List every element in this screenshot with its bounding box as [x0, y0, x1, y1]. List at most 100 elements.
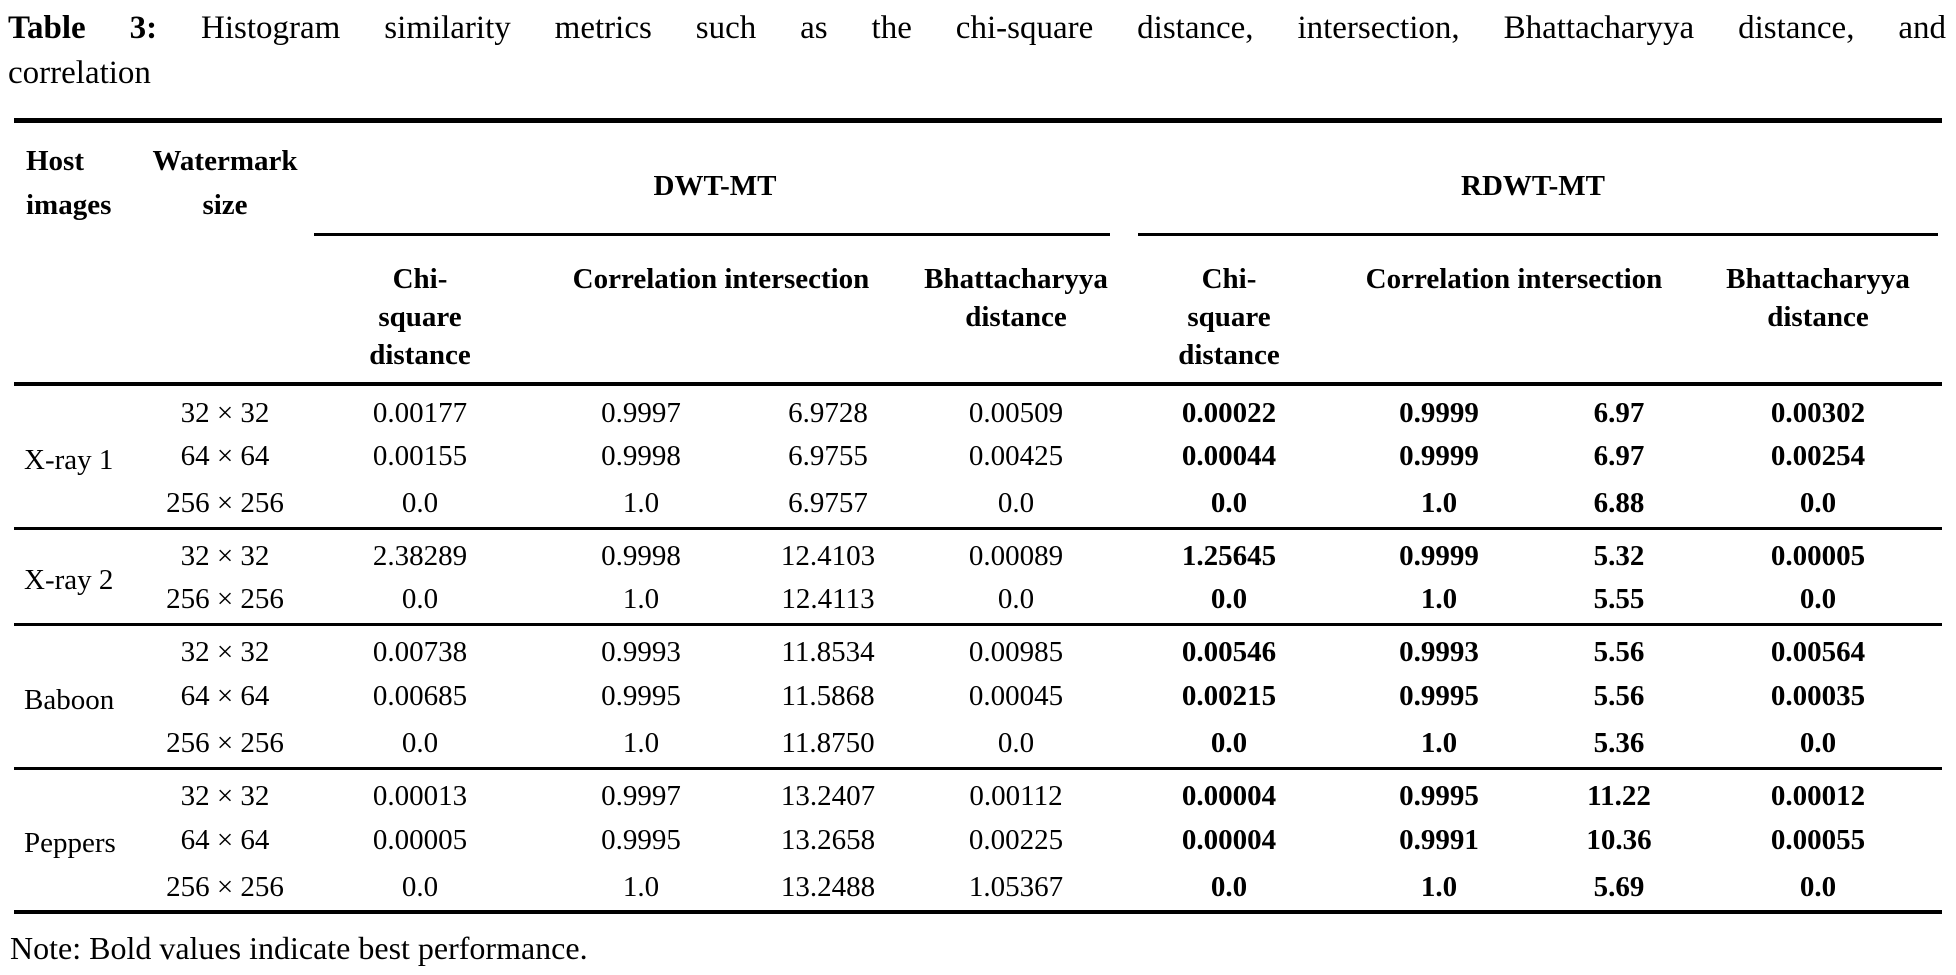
column-header-rdwt-correlation-intersection: Correlation intersection: [1334, 236, 1694, 386]
dwt-correlation-value: 1.0: [622, 582, 660, 615]
dwt-chi-square-distance-value: 0.00685: [372, 679, 468, 712]
table-caption-line2: correlation: [8, 55, 151, 91]
dwt-bhattacharyya-distance-value: 0.00225: [968, 823, 1064, 856]
table-note: Note: Bold values indicate best performa…: [10, 930, 588, 966]
group-rule-rdwt: [1138, 233, 1939, 236]
dwt-bhattacharyya-distance-value: 0.0: [997, 726, 1035, 759]
rdwt-correlation-value: 0.9993: [1334, 622, 1544, 672]
dwt-bhattacharyya-distance-value: 0.00089: [908, 526, 1124, 576]
dwt-correlation-value: 0.9997: [534, 766, 748, 816]
rdwt-chi-square-distance-value: 0.0: [1210, 486, 1248, 519]
group-header-dwt-mt-label: DWT-MT: [653, 170, 777, 202]
host-image-name: X-ray 2: [14, 526, 144, 624]
rdwt-bhattacharyya-distance-value: 0.0: [1799, 726, 1837, 759]
dwt-intersection-value: 13.2488: [780, 870, 876, 903]
row-group: X-ray 2 32 × 32 2.38289 0.9998 12.4103 0.0008…: [14, 526, 1943, 624]
group-header-dwt-mt: DWT-MT: [306, 121, 1124, 236]
rdwt-chi-square-distance-value: 0.00022: [1181, 396, 1277, 429]
rdwt-chi-square-distance-value: 0.00004: [1181, 823, 1277, 856]
column-header-rdwt-chi-square-distance: Chi- square distance: [1124, 236, 1334, 386]
rdwt-bhattacharyya-distance-value: 0.00055: [1770, 823, 1866, 856]
rdwt-intersection-value: 6.88: [1593, 486, 1645, 519]
dwt-bhattacharyya-distance-value: 0.0: [997, 486, 1035, 519]
rdwt-intersection-value: 5.32: [1544, 526, 1694, 576]
table-row: 256 × 256 0.0 1.0 13.2488 1.05367 0.0 1.0 5.69 0…: [14, 864, 1942, 912]
dwt-correlation-value: 0.9998: [601, 439, 681, 472]
row-group: Baboon 32 × 32 0.00738 0.9993 11.8534 0.00985…: [14, 622, 1943, 768]
dwt-chi-square-distance-value: 0.0: [401, 726, 439, 759]
dwt-intersection-value: 12.4103: [748, 526, 908, 576]
rdwt-correlation-value: 0.9995: [1399, 679, 1479, 712]
rdwt-chi-square-distance-value: 0.00546: [1124, 622, 1334, 672]
dwt-chi-square-distance-value: 0.00155: [372, 439, 468, 472]
watermark-size-value: 64 × 64: [180, 823, 270, 856]
dwt-bhattacharyya-distance-value: 0.00112: [908, 766, 1124, 816]
rdwt-intersection-value: 11.22: [1544, 766, 1694, 816]
table-row: 256 × 256 0.0 1.0 6.9757 0.0 0.0 1.0 6.88 0.0: [14, 480, 1942, 528]
watermark-size-value: 32 × 32: [180, 396, 270, 429]
dwt-bhattacharyya-distance-value: 0.00045: [968, 679, 1064, 712]
rdwt-correlation-value: 1.0: [1420, 870, 1458, 903]
dwt-intersection-value: 6.9755: [788, 439, 868, 472]
host-image-name: Peppers: [14, 766, 144, 912]
watermark-size-value: 256 × 256: [166, 870, 284, 903]
rdwt-intersection-value: 10.36: [1586, 823, 1652, 856]
dwt-correlation-value: 0.9997: [601, 396, 681, 429]
table-caption-text: Histogram similarity metrics such as the…: [201, 10, 1947, 46]
watermark-size-value: 256 × 256: [166, 726, 284, 759]
dwt-chi-square-distance-value: 0.00013: [306, 766, 534, 816]
dwt-bhattacharyya-distance-value: 0.00425: [968, 439, 1064, 472]
rdwt-intersection-value: 5.36: [1593, 726, 1645, 759]
dwt-correlation-value: 0.9993: [534, 622, 748, 672]
dwt-intersection-value: 11.5868: [781, 679, 875, 712]
watermark-size-value: 64 × 64: [180, 679, 270, 712]
dwt-chi-square-distance-value: 0.00177: [372, 396, 468, 429]
table-row: X-ray 1 32 × 32 0.00177 0.9997 6.9728 0.00509…: [14, 384, 1942, 476]
rdwt-intersection-value: 5.69: [1593, 870, 1645, 903]
table-row: X-ray 2 32 × 32 2.38289 0.9998 12.4103 0.0008…: [14, 526, 1943, 624]
table-number-label: Table 3:: [8, 10, 158, 46]
watermark-size-value: 32 × 32: [144, 622, 306, 672]
dwt-bhattacharyya-distance-value: 0.0: [997, 582, 1035, 615]
dwt-intersection-value: 13.2658: [780, 823, 876, 856]
dwt-correlation-value: 0.9998: [534, 526, 748, 576]
dwt-intersection-value: 12.4113: [781, 582, 875, 615]
rdwt-bhattacharyya-distance-value: 0.0: [1799, 582, 1837, 615]
rdwt-correlation-value: 0.9995: [1334, 766, 1544, 816]
table-row: 64 × 64 0.00155 0.9998 6.9755 0.00425 0.00044…: [14, 432, 1942, 480]
dwt-bhattacharyya-distance-value: 0.00985: [908, 622, 1124, 672]
rdwt-bhattacharyya-distance-value: 0.00012: [1694, 766, 1943, 816]
dwt-correlation-value: 1.0: [622, 870, 660, 903]
rdwt-correlation-value: 1.0: [1420, 486, 1458, 519]
table-caption-line1: Table 3: Histogram similarity metrics su…: [8, 6, 1946, 51]
dwt-intersection-value: 11.8750: [781, 726, 875, 759]
column-header-host-images: Host images: [14, 120, 144, 386]
rdwt-correlation-value: 0.9999: [1399, 439, 1479, 472]
rdwt-chi-square-distance-value: 0.00004: [1124, 766, 1334, 816]
row-group: X-ray 1 32 × 32 0.00177 0.9997 6.9728 0.00509…: [14, 384, 1942, 528]
watermark-size-value: 32 × 32: [144, 766, 306, 816]
rdwt-bhattacharyya-distance-value: 0.00035: [1770, 679, 1866, 712]
table-row: 64 × 64 0.00685 0.9995 11.5868 0.00045 0.0021…: [14, 672, 1942, 720]
rdwt-correlation-value: 1.0: [1420, 726, 1458, 759]
rdwt-bhattacharyya-distance-value: 0.00564: [1694, 622, 1943, 672]
rdwt-bhattacharyya-distance-value: 0.00254: [1770, 439, 1866, 472]
rdwt-bhattacharyya-distance-value: 0.0: [1799, 870, 1837, 903]
rdwt-bhattacharyya-distance-value: 0.0: [1799, 486, 1837, 519]
table-row: Baboon 32 × 32 0.00738 0.9993 11.8534 0.00985…: [14, 622, 1943, 768]
dwt-chi-square-distance-value: 0.00738: [306, 622, 534, 672]
rdwt-intersection-value: 5.56: [1593, 679, 1645, 712]
watermark-size-value: 64 × 64: [180, 439, 270, 472]
rdwt-correlation-value: 0.9991: [1399, 823, 1479, 856]
rdwt-chi-square-distance-value: 0.0: [1210, 726, 1248, 759]
table-row: 256 × 256 0.0 1.0 11.8750 0.0 0.0 1.0 5.36 0.0: [14, 720, 1942, 768]
column-header-dwt-chi-square-distance: Chi- square distance: [306, 236, 534, 386]
dwt-intersection-value: 6.9728: [788, 396, 868, 429]
dwt-correlation-value: 1.0: [622, 726, 660, 759]
table-caption: Table 3: Histogram similarity metrics su…: [0, 6, 1950, 96]
table-row: 256 × 256 0.0 1.0 12.4113 0.0 0.0 1.0 5.55 0.0: [14, 576, 1942, 624]
rdwt-correlation-value: 0.9999: [1334, 526, 1544, 576]
header-row-groups: Host images Watermark size DWT-MT RDWT-M…: [14, 120, 1942, 386]
dwt-chi-square-distance-value: 0.0: [401, 870, 439, 903]
